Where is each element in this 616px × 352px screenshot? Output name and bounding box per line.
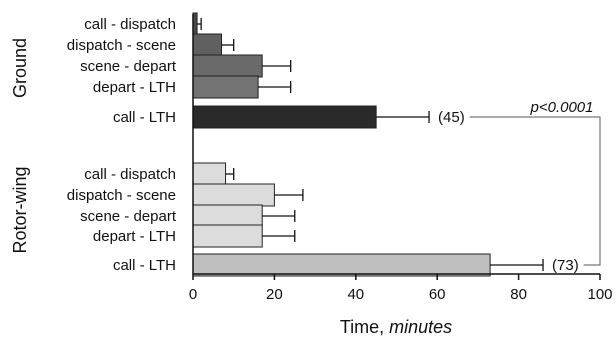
total-annotation-0: (45) (438, 109, 465, 126)
category-label-1-3: depart - LTH (93, 228, 176, 245)
total-annotation-1: (73) (552, 257, 579, 274)
ticks-layer: 0 20 40 60 80 100 (189, 274, 613, 303)
bar-1-2 (192, 204, 263, 228)
category-label-1-2: scene - depart (80, 208, 177, 225)
category-label-0-2: scene - depart (80, 58, 177, 75)
bar-1-3 (192, 224, 263, 248)
x-tick-label-5: 100 (587, 286, 612, 303)
bar-1-0 (192, 162, 227, 186)
labels-layer: Ground call - dispatch dispatch - scene sce… (10, 16, 579, 274)
x-axis-label-unit: minutes (389, 317, 452, 337)
category-label-0-3: depart - LTH (93, 79, 176, 96)
x-tick-label-2: 40 (347, 286, 364, 303)
significance-label: p<0.0001 (530, 99, 594, 116)
category-label-1-0: call - dispatch (84, 166, 176, 183)
category-label-1-4: call - LTH (113, 257, 176, 274)
x-axis-label: Time, minutes (340, 317, 452, 337)
category-label-0-4: call - LTH (113, 109, 176, 126)
bar-0-1 (192, 33, 222, 57)
x-tick-label-1: 20 (266, 286, 283, 303)
bar-1-1 (192, 183, 275, 207)
x-tick-label-3: 60 (429, 286, 446, 303)
bar-0-2 (192, 54, 263, 78)
group-label-1: Rotor-wing (10, 166, 30, 253)
x-tick-label-4: 80 (510, 286, 527, 303)
x-axis-label-prefix: Time, (340, 317, 389, 337)
bar-0-4 (192, 105, 377, 129)
group-label-0: Ground (10, 38, 30, 98)
category-label-0-0: call - dispatch (84, 16, 176, 33)
category-label-0-1: dispatch - scene (67, 37, 176, 54)
significance-bracket: p<0.0001 (469, 99, 601, 266)
bar-1-4 (192, 253, 491, 277)
category-label-1-1: dispatch - scene (67, 187, 176, 204)
x-tick-label-0: 0 (189, 286, 197, 303)
bar-0-3 (192, 75, 259, 99)
significance-bracket-line (469, 116, 601, 266)
bars-layer (192, 12, 544, 277)
